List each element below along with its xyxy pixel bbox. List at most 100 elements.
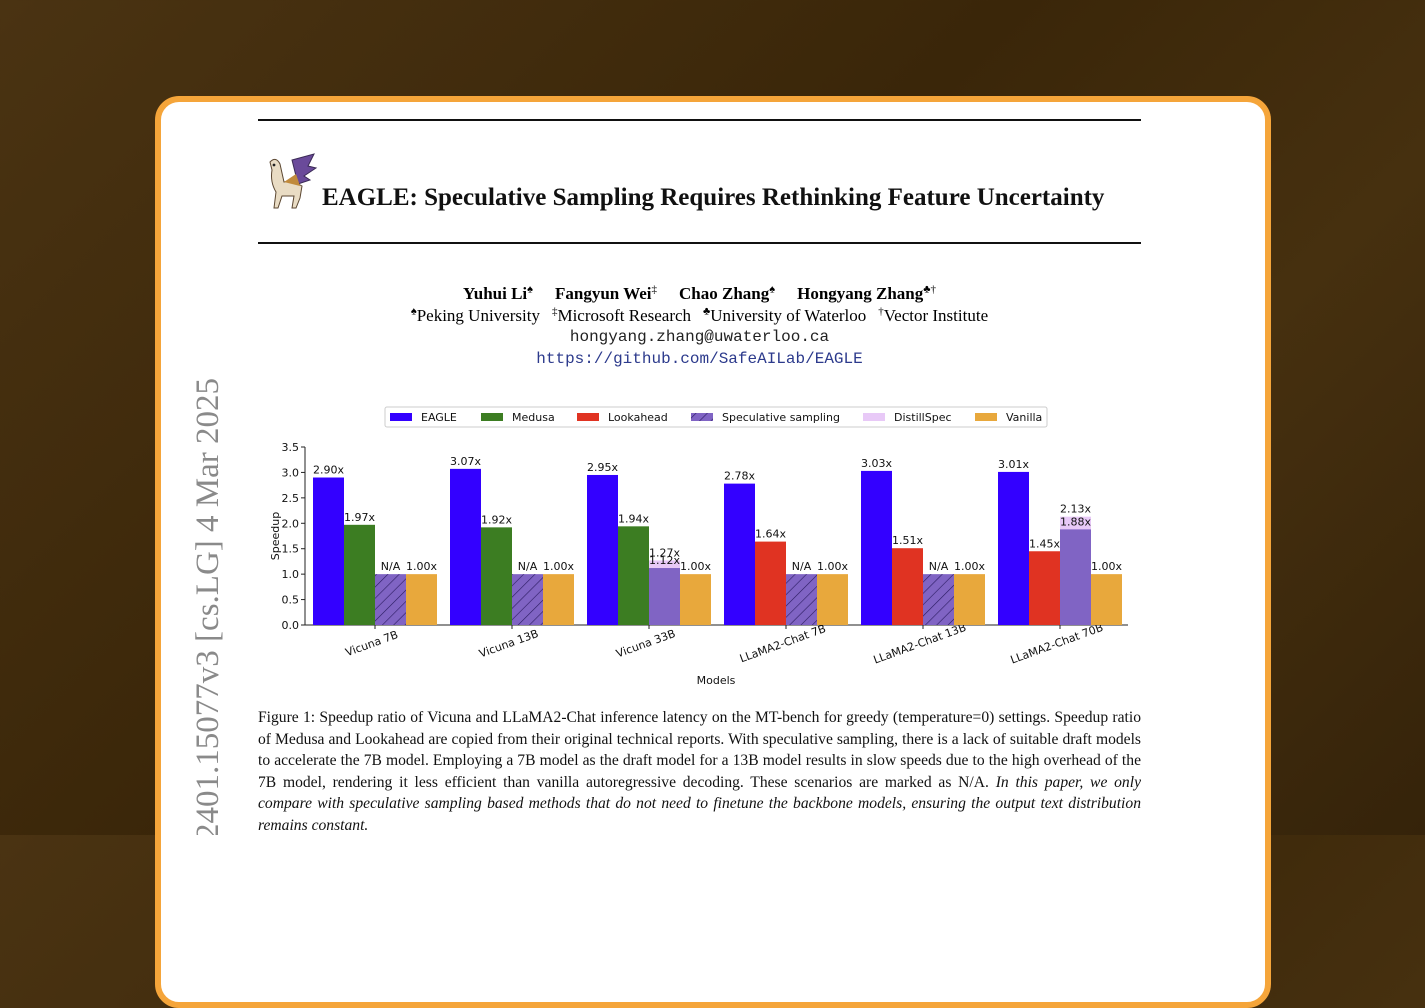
legend-label: Vanilla xyxy=(1006,411,1042,424)
legend-frame xyxy=(384,406,1048,428)
x-tick-label: LLaMA2-Chat 70B xyxy=(1009,621,1105,667)
affiliation: ♣University of Waterloo xyxy=(703,305,867,325)
bar xyxy=(1029,551,1060,625)
value-label: 3.01x xyxy=(998,458,1029,471)
value-label: 1.00x xyxy=(1091,560,1122,573)
bar-hatch xyxy=(786,574,817,625)
value-label: 2.90x xyxy=(313,464,344,477)
paper-title: EAGLE: Speculative Sampling Requires Ret… xyxy=(322,184,1105,211)
author: Hongyang Zhang♣† xyxy=(797,283,936,303)
value-label: 1.00x xyxy=(543,560,574,573)
bar xyxy=(680,574,711,625)
bar xyxy=(1060,529,1091,625)
bar xyxy=(892,548,923,625)
value-label: 2.13x xyxy=(1060,503,1091,516)
legend-swatch xyxy=(975,413,997,421)
author-mark: ‡ xyxy=(651,283,658,295)
bar xyxy=(755,541,786,625)
x-axis-label: Models xyxy=(697,674,736,687)
bar xyxy=(1091,574,1122,625)
y-tick-label: 0.5 xyxy=(282,594,300,607)
x-tick-label: Vicuna 33B xyxy=(614,627,677,660)
y-tick-label: 2.5 xyxy=(282,492,300,505)
value-label: N/A xyxy=(792,560,812,573)
value-label: 1.64x xyxy=(755,528,786,541)
value-label: 1.51x xyxy=(892,534,923,547)
value-label: 1.97x xyxy=(344,511,375,524)
value-label: 1.94x xyxy=(618,512,649,525)
bar xyxy=(724,483,755,625)
caption-text: Figure 1: Speedup ratio of Vicuna and LL… xyxy=(258,709,1141,791)
affiliation: †Vector Institute xyxy=(878,305,989,325)
y-tick-label: 0.0 xyxy=(282,619,300,632)
legend-label: Lookahead xyxy=(608,411,668,424)
bar xyxy=(618,526,649,625)
eagle-logo xyxy=(269,153,318,209)
author: Fangyun Wei‡ xyxy=(555,283,658,303)
legend-label: EAGLE xyxy=(421,411,457,424)
value-label: 1.00x xyxy=(817,560,848,573)
author: Chao Zhang♠ xyxy=(679,283,776,303)
legend-swatch xyxy=(577,413,599,421)
y-tick-label: 2.0 xyxy=(282,517,300,530)
value-label: 1.27x xyxy=(649,546,680,559)
value-label: 1.88x xyxy=(1060,515,1091,528)
value-label: 2.78x xyxy=(724,470,755,483)
x-tick-label: Vicuna 7B xyxy=(344,628,400,659)
y-tick-label: 1.0 xyxy=(282,568,300,581)
bar-hatch xyxy=(512,574,543,625)
bar xyxy=(313,477,344,625)
legend-label: Speculative sampling xyxy=(722,411,840,424)
value-label: 1.92x xyxy=(481,513,512,526)
authors: Yuhui Li♠ Fangyun Wei‡ Chao Zhang♠ Hongyang… xyxy=(258,283,1141,304)
bar xyxy=(406,574,437,625)
x-tick-label: LLaMA2-Chat 7B xyxy=(738,622,828,665)
bar xyxy=(954,574,985,625)
bar-hatch xyxy=(375,574,406,625)
author-name: Hongyang Zhang xyxy=(797,283,924,303)
y-tick-label: 1.5 xyxy=(282,543,300,556)
value-label: N/A xyxy=(929,560,949,573)
author-name: Yuhui Li xyxy=(463,283,528,303)
affiliation-mark: † xyxy=(878,305,884,317)
author-name: Fangyun Wei xyxy=(555,283,652,303)
author-mark: ♠ xyxy=(769,283,776,295)
value-label: 1.12x xyxy=(649,554,680,567)
author-mark: ♣† xyxy=(923,283,936,295)
affiliation-mark: ♣ xyxy=(703,305,711,317)
y-tick-label: 3.5 xyxy=(282,441,300,454)
top-rule xyxy=(258,119,1141,121)
bar-hatch xyxy=(923,574,954,625)
bar xyxy=(861,470,892,625)
value-label: 1.00x xyxy=(954,560,985,573)
arxiv-stamp: arXiv:2401.15077v3 [cs.LG] 4 Mar 2025 xyxy=(190,378,226,835)
affiliation-name: Vector Institute xyxy=(883,305,989,325)
affiliation: ‡Microsoft Research xyxy=(552,305,692,325)
caption-italic: In this paper, we only compare with spec… xyxy=(258,773,1141,834)
affiliation-name: University of Waterloo xyxy=(710,305,867,325)
value-label: N/A xyxy=(381,560,401,573)
y-axis-label: Speedup xyxy=(269,512,282,560)
legend-label: Medusa xyxy=(512,411,555,424)
bar xyxy=(587,474,618,625)
y-tick-label: 3.0 xyxy=(282,466,300,479)
author: Yuhui Li♠ xyxy=(463,283,533,303)
legend-hatch xyxy=(691,413,713,421)
bar xyxy=(543,574,574,625)
affiliation-mark: ♠ xyxy=(410,305,417,317)
value-label: N/A xyxy=(518,560,538,573)
bottom-rule xyxy=(258,242,1141,244)
author-name: Chao Zhang xyxy=(679,283,770,303)
bar xyxy=(344,524,375,625)
figure-caption: Figure 1: Speedup ratio of Vicuna and LL… xyxy=(258,707,1141,837)
legend-label: DistillSpec xyxy=(894,411,952,424)
value-label: 1.00x xyxy=(406,560,437,573)
legend-swatch xyxy=(863,413,885,421)
legend-swatch xyxy=(481,413,503,421)
value-label: 3.07x xyxy=(450,455,481,468)
affiliation-name: Peking University xyxy=(416,305,540,325)
legend-swatch xyxy=(390,413,412,421)
affiliation-name: Microsoft Research xyxy=(557,305,692,325)
email: hongyang.zhang@uwaterloo.ca xyxy=(569,328,830,346)
